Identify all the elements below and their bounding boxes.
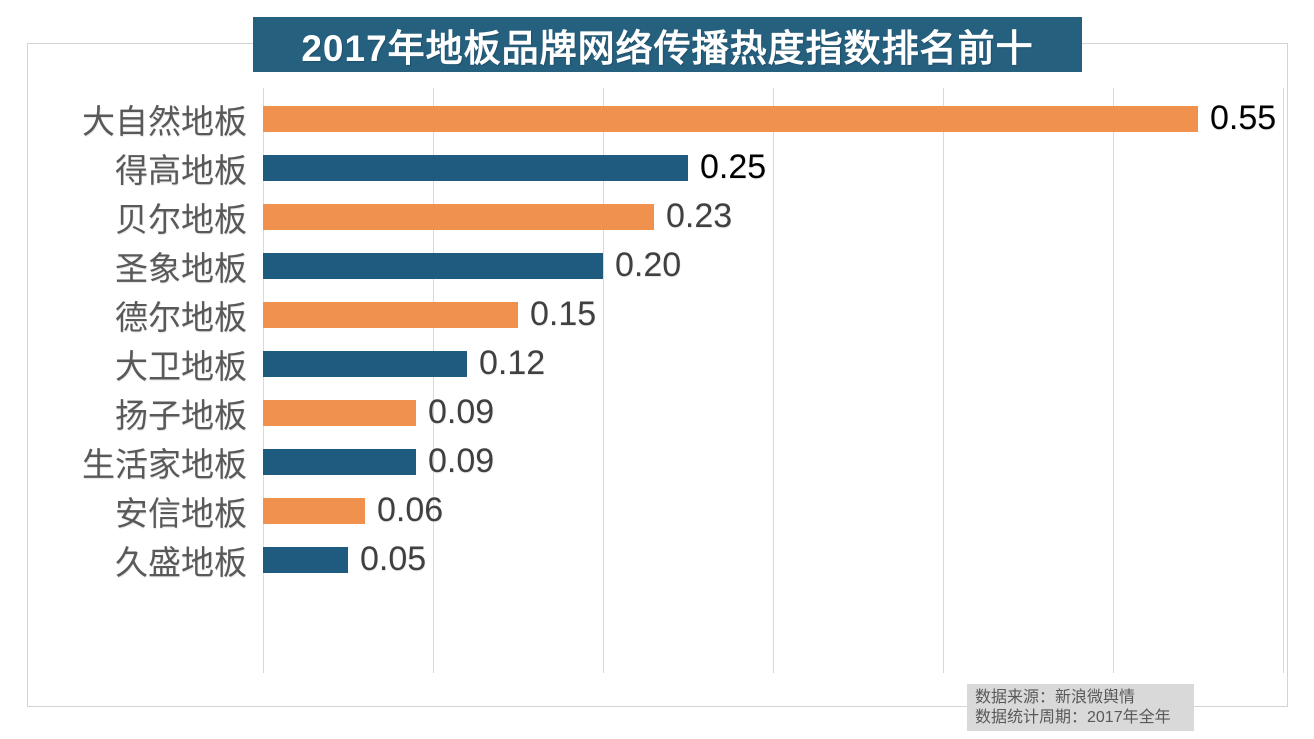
value-label: 0.25 [700,148,767,186]
value-label: 0.23 [666,197,733,235]
value-label: 0.20 [615,246,682,284]
bar [263,546,348,573]
bar-row: 安信地板 0.06 [27,486,1297,535]
chart-frame [27,43,1288,707]
gridline [1113,88,1114,673]
category-label: 生活家地板 [82,445,247,483]
gridline [943,88,944,673]
category-label: 久盛地板 [115,543,247,581]
bar-row: 贝尔地板 0.23 [27,192,1297,241]
bar-row: 扬子地板 0.09 [27,388,1297,437]
value-label: 0.15 [530,295,597,333]
value-label: 0.05 [360,540,427,578]
bar [263,301,518,328]
bar-row: 大自然地板 0.55 [27,94,1297,143]
gridline [603,88,604,673]
bar-rows: 大自然地板 0.55 得高地板 0.25 贝尔地板 0.23 圣象地板 0.20 德尔地板 0.1… [27,94,1297,584]
bar [263,203,654,230]
gridline [1283,88,1284,673]
value-label: 0.55 [1210,99,1277,137]
bar [263,448,416,475]
bar [263,350,467,377]
category-label: 贝尔地板 [115,200,247,238]
bar-row: 德尔地板 0.15 [27,290,1297,339]
bar [263,497,365,524]
bar [263,399,416,426]
gridline [773,88,774,673]
bar [263,154,688,181]
category-label: 圣象地板 [115,249,247,287]
category-label: 德尔地板 [115,298,247,336]
category-label: 大卫地板 [115,347,247,385]
bar-row: 得高地板 0.25 [27,143,1297,192]
plot-area [263,88,1284,673]
source-line-2: 数据统计周期：2017年全年 [975,709,1171,726]
bar-row: 生活家地板 0.09 [27,437,1297,486]
bar [263,252,603,279]
bar-row: 大卫地板 0.12 [27,339,1297,388]
category-label: 得高地板 [115,151,247,189]
category-label: 安信地板 [115,494,247,532]
value-label: 0.09 [428,442,495,480]
gridline [263,88,264,673]
value-label: 0.09 [428,393,495,431]
value-label: 0.12 [479,344,546,382]
source-note: 数据来源：新浪微舆情 数据统计周期：2017年全年 [967,684,1194,731]
chart-title-text: 2017年地板品牌网络传播热度指数排名前十 [301,27,1034,69]
source-line-1: 数据来源：新浪微舆情 [975,689,1136,706]
bar-row: 久盛地板 0.05 [27,535,1297,584]
chart-title: 2017年地板品牌网络传播热度指数排名前十 [253,17,1082,72]
gridline [433,88,434,673]
value-label: 0.06 [377,491,444,529]
bar-row: 圣象地板 0.20 [27,241,1297,290]
category-label: 扬子地板 [115,396,247,434]
bar [263,105,1198,132]
category-label: 大自然地板 [82,102,247,140]
